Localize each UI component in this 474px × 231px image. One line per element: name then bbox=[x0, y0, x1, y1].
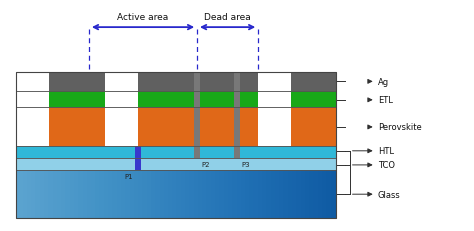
Bar bbox=[105, 159, 138, 170]
Bar bbox=[258, 72, 291, 159]
Bar bbox=[16, 159, 336, 170]
Text: Ag: Ag bbox=[378, 78, 389, 86]
Bar bbox=[16, 72, 336, 92]
Bar bbox=[16, 159, 49, 170]
Bar bbox=[16, 72, 49, 159]
Text: Dead area: Dead area bbox=[204, 12, 251, 21]
Bar bbox=[16, 147, 49, 159]
Text: Perovskite: Perovskite bbox=[378, 123, 422, 132]
Bar bbox=[234, 72, 240, 159]
Text: P3: P3 bbox=[242, 161, 250, 167]
Bar bbox=[258, 147, 291, 159]
Bar bbox=[105, 147, 138, 159]
Text: P2: P2 bbox=[202, 161, 210, 167]
Bar bbox=[16, 147, 336, 159]
Bar bbox=[105, 72, 138, 159]
Text: Active area: Active area bbox=[118, 12, 169, 21]
Bar bbox=[194, 72, 201, 159]
Text: TCO: TCO bbox=[378, 161, 395, 170]
Bar bbox=[16, 72, 336, 218]
Bar bbox=[16, 92, 336, 108]
Bar bbox=[258, 159, 291, 170]
Text: Glass: Glass bbox=[378, 190, 401, 199]
Bar bbox=[16, 108, 336, 147]
Text: P1: P1 bbox=[124, 173, 133, 179]
Text: HTL: HTL bbox=[378, 147, 394, 156]
Bar bbox=[135, 147, 141, 170]
Text: ETL: ETL bbox=[378, 96, 393, 105]
